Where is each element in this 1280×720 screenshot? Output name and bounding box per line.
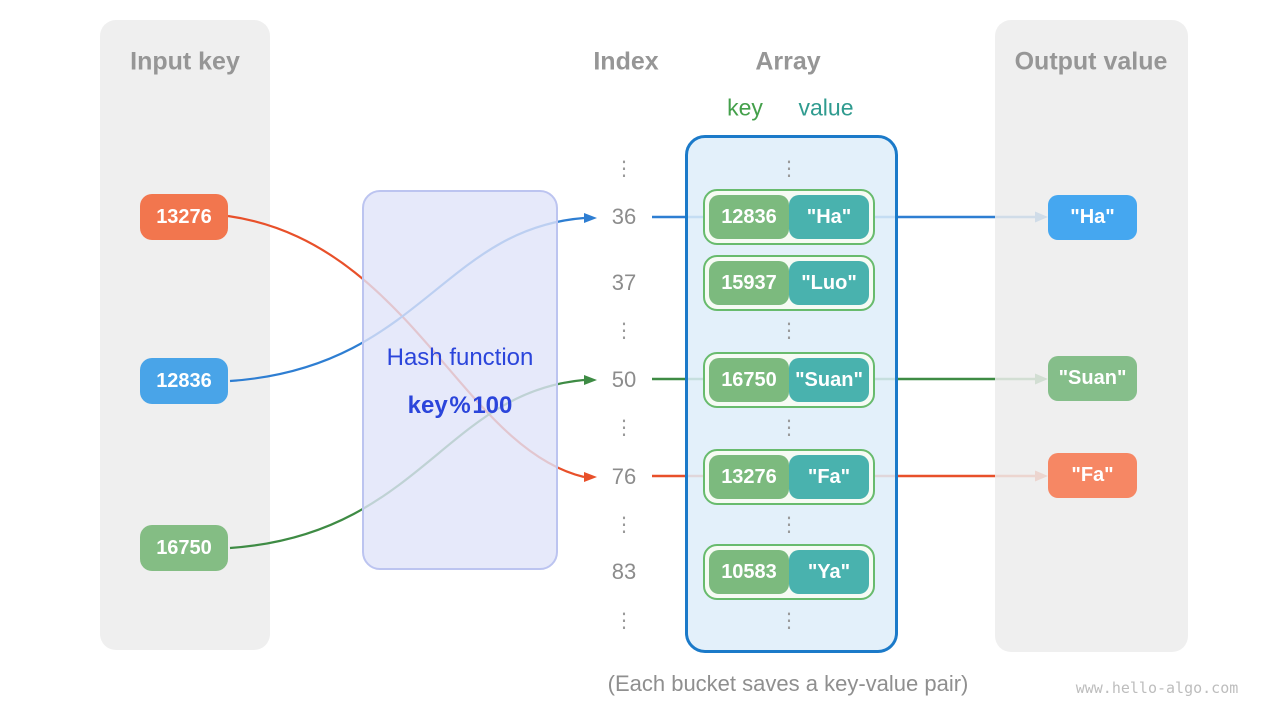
array-ellipsis-4: ⋮ [779, 512, 799, 536]
array-ellipsis-top: ⋮ [779, 156, 799, 180]
watermark: www.hello-algo.com [1075, 679, 1239, 697]
bucket-76-key: 13276 [709, 455, 789, 499]
bucket-50-key: 16750 [709, 358, 789, 402]
index-ellipsis-3: ⋮ [614, 415, 634, 439]
bucket-36-value: "Ha" [789, 195, 869, 239]
bucket-50-key-label: 16750 [721, 368, 777, 391]
bucket-37: 15937 "Luo" [703, 255, 875, 311]
hash-function-box [362, 190, 558, 570]
input-key-13276-label: 13276 [156, 205, 212, 228]
array-ellipsis-2: ⋮ [779, 318, 799, 342]
bucket-36-value-label: "Ha" [806, 205, 852, 228]
bucket-83-key: 10583 [709, 550, 789, 594]
hash-function-label: Hash function [386, 344, 534, 371]
bucket-50-value-label: "Suan" [795, 368, 863, 391]
array-header: Array [755, 47, 821, 76]
bucket-50: 16750 "Suan" [703, 352, 875, 408]
bucket-83: 10583 "Ya" [703, 544, 875, 600]
output-value-suan-label: "Suan" [1058, 367, 1127, 389]
input-key-16750: 16750 [140, 525, 228, 571]
bucket-83-value: "Ya" [789, 550, 869, 594]
bucket-37-key-label: 15937 [721, 271, 777, 294]
bucket-76-value: "Fa" [789, 455, 869, 499]
caption: (Each bucket saves a key-value pair) [607, 671, 969, 696]
index-ellipsis-2: ⋮ [614, 318, 634, 342]
index-50: 50 [611, 367, 637, 392]
output-panel-title: Output value [1014, 47, 1168, 76]
output-value-fa: "Fa" [1048, 453, 1137, 498]
array-ellipsis-3: ⋮ [779, 415, 799, 439]
bucket-37-value: "Luo" [789, 261, 869, 305]
bucket-37-value-label: "Luo" [801, 271, 857, 294]
output-value-fa-label: "Fa" [1071, 464, 1114, 486]
index-header: Index [593, 47, 659, 76]
output-value-ha: "Ha" [1048, 195, 1137, 240]
index-76: 76 [611, 464, 637, 489]
bucket-37-key: 15937 [709, 261, 789, 305]
index-ellipsis-top: ⋮ [614, 156, 634, 180]
input-key-16750-label: 16750 [156, 536, 212, 559]
index-ellipsis-4: ⋮ [614, 512, 634, 536]
bucket-76: 13276 "Fa" [703, 449, 875, 505]
arrowhead-50 [584, 375, 597, 385]
index-83: 83 [611, 559, 637, 584]
output-value-panel [995, 20, 1188, 652]
bucket-36-key: 12836 [709, 195, 789, 239]
input-panel-title: Input key [130, 47, 240, 76]
array-ellipsis-bottom: ⋮ [779, 608, 799, 632]
output-value-ha-label: "Ha" [1070, 206, 1115, 228]
input-key-12836-label: 12836 [156, 369, 212, 392]
index-ellipsis-bottom: ⋮ [614, 608, 634, 632]
index-37: 37 [611, 270, 637, 295]
hash-formula: key % 100 [407, 392, 513, 419]
output-value-suan: "Suan" [1048, 356, 1137, 401]
arrowhead-36 [584, 213, 597, 223]
bucket-83-value-label: "Ya" [807, 560, 851, 583]
bucket-76-key-label: 13276 [721, 465, 777, 488]
bucket-36: 12836 "Ha" [703, 189, 875, 245]
bucket-50-value: "Suan" [789, 358, 869, 402]
value-column-header: value [798, 94, 854, 121]
input-key-12836: 12836 [140, 358, 228, 404]
index-36: 36 [611, 204, 637, 229]
input-key-13276: 13276 [140, 194, 228, 240]
bucket-83-key-label: 10583 [721, 560, 777, 583]
arrowhead-76 [584, 472, 597, 482]
bucket-76-value-label: "Fa" [807, 465, 851, 488]
bucket-36-key-label: 12836 [721, 205, 777, 228]
key-column-header: key [727, 94, 763, 121]
